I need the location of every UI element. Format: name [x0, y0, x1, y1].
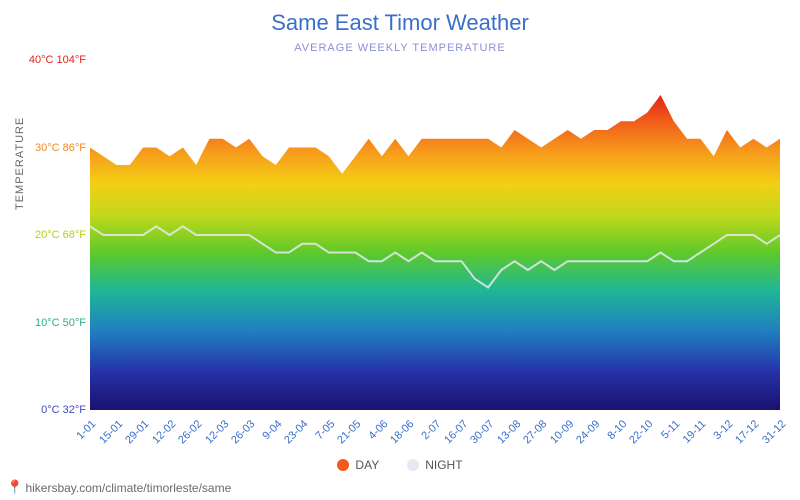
legend-item: NIGHT [407, 458, 462, 472]
x-tick-label: 27-08 [521, 418, 549, 446]
y-axis-ticks: 0°C 32°F10°C 50°F20°C 68°F30°C 86°F40°C … [34, 60, 88, 410]
y-tick-label: 30°C 86°F [35, 142, 86, 154]
x-tick-label: 31-12 [760, 418, 788, 446]
x-tick-label: 13-08 [495, 418, 523, 446]
legend-dot-icon [407, 459, 419, 471]
source-footer: 📍 hikersbay.com/climate/timorleste/same [6, 479, 231, 496]
x-tick-label: 24-09 [574, 418, 602, 446]
x-tick-label: 5-11 [659, 418, 682, 441]
x-tick-label: 15-01 [97, 418, 125, 446]
y-axis-label: TEMPERATURE [14, 117, 26, 210]
x-tick-label: 16-07 [442, 418, 470, 446]
x-tick-label: 17-12 [734, 418, 762, 446]
x-tick-label: 22-10 [627, 418, 655, 446]
y-tick-label: 10°C 50°F [35, 317, 86, 329]
x-tick-label: 2-07 [419, 418, 443, 442]
x-tick-label: 30-07 [468, 418, 496, 446]
x-tick-label: 21-05 [335, 418, 363, 446]
map-pin-icon: 📍 [6, 479, 23, 496]
x-tick-label: 3-12 [711, 418, 735, 442]
x-axis-ticks: 1-0115-0129-0112-0226-0212-0326-039-0423… [90, 412, 780, 462]
x-tick-label: 12-03 [203, 418, 231, 446]
y-tick-label: 0°C 32°F [41, 404, 86, 416]
legend-label: NIGHT [425, 458, 462, 472]
legend-item: DAY [337, 458, 379, 472]
x-tick-label: 1-01 [74, 418, 98, 442]
x-tick-label: 26-02 [176, 418, 204, 446]
x-tick-label: 19-11 [681, 418, 709, 446]
chart-plot-area [90, 60, 780, 410]
page-title: Same East Timor Weather [0, 0, 800, 36]
chart-legend: DAY NIGHT [0, 458, 800, 474]
y-tick-label: 20°C 68°F [35, 229, 86, 241]
x-tick-label: 10-09 [548, 418, 576, 446]
x-tick-label: 18-06 [389, 418, 417, 446]
area-chart-svg [90, 60, 780, 410]
x-tick-label: 7-05 [313, 418, 337, 442]
x-tick-label: 29-01 [123, 418, 151, 446]
x-tick-label: 8-10 [605, 418, 629, 442]
day-area [90, 95, 780, 410]
y-tick-label: 40°C 104°F [29, 54, 86, 66]
x-tick-label: 23-04 [282, 418, 310, 446]
x-tick-label: 9-04 [260, 418, 284, 442]
x-tick-label: 26-03 [229, 418, 257, 446]
legend-dot-icon [337, 459, 349, 471]
source-url-text: hikersbay.com/climate/timorleste/same [25, 481, 231, 495]
chart-subtitle: AVERAGE WEEKLY TEMPERATURE [0, 36, 800, 54]
x-tick-label: 4-06 [366, 418, 390, 442]
legend-label: DAY [355, 458, 379, 472]
x-tick-label: 12-02 [150, 418, 178, 446]
